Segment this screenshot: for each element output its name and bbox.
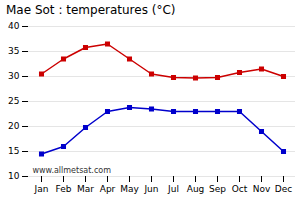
- svg-text:Feb: Feb: [56, 184, 72, 194]
- svg-text:May: May: [120, 184, 139, 194]
- svg-text:35: 35: [8, 46, 19, 56]
- svg-text:Jul: Jul: [167, 184, 179, 194]
- svg-text:Apr: Apr: [100, 184, 116, 194]
- svg-text:Dec: Dec: [275, 184, 292, 194]
- svg-text:Oct: Oct: [232, 184, 248, 194]
- svg-text:Sep: Sep: [209, 184, 226, 194]
- svg-text:40: 40: [8, 21, 20, 31]
- svg-text:25: 25: [8, 96, 19, 106]
- svg-text:Aug: Aug: [187, 184, 205, 194]
- html-text:Mae Sot : temperatures (°C): Mae Sot : temperatures (°C): [6, 3, 176, 17]
- svg-text:20: 20: [8, 121, 20, 131]
- svg-text:15: 15: [8, 146, 19, 156]
- svg-text:10: 10: [8, 171, 20, 181]
- svg-text:Jan: Jan: [34, 184, 49, 194]
- svg-text:Mar: Mar: [77, 184, 94, 194]
- svg-text:Jun: Jun: [143, 184, 158, 194]
- svg-text:www.allmetsat.com: www.allmetsat.com: [33, 166, 112, 175]
- svg-text:Nov: Nov: [253, 184, 271, 194]
- svg-text:30: 30: [8, 71, 20, 81]
